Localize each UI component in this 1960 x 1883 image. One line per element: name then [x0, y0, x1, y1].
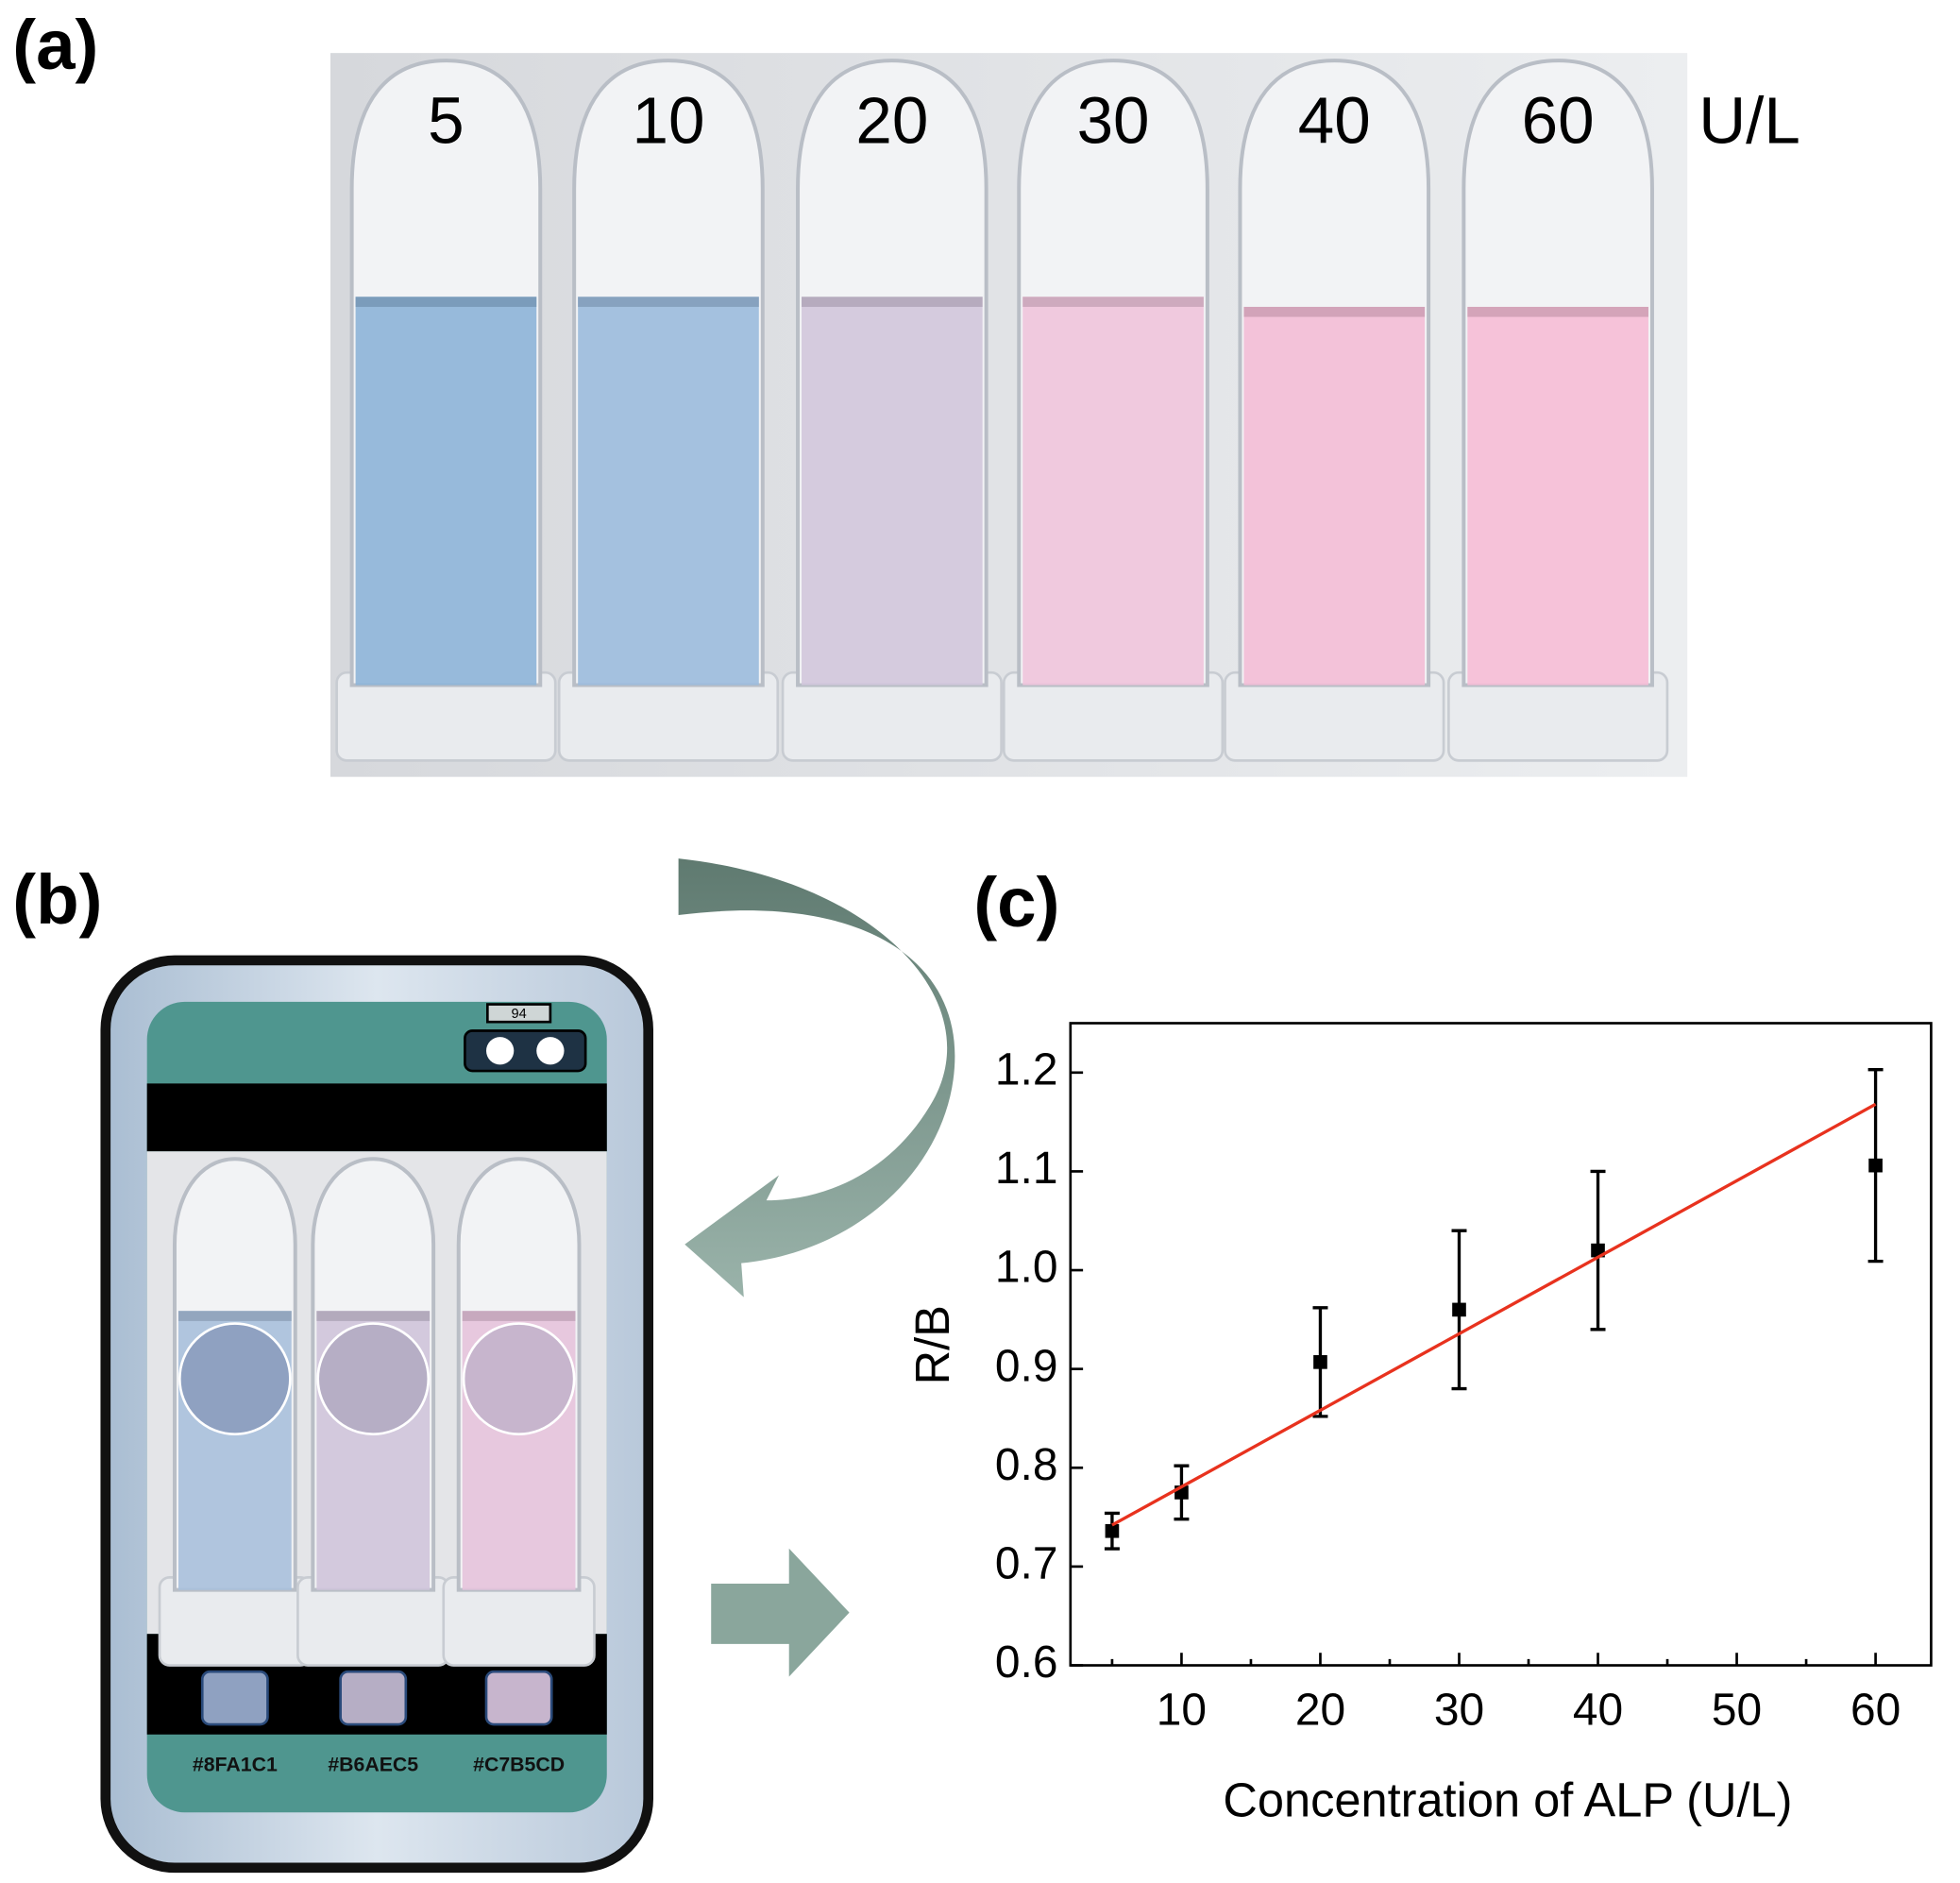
- x-tick-label: 30: [1434, 1686, 1484, 1736]
- x-tick-label: 60: [1850, 1686, 1901, 1736]
- liquid-surface: [355, 297, 537, 307]
- concentration-label: 20: [855, 84, 928, 158]
- liquid-surface: [177, 1311, 292, 1321]
- swatch: [200, 1670, 269, 1726]
- fit-line: [1111, 1102, 1877, 1527]
- lens: [536, 1037, 565, 1065]
- hex-code: #8FA1C1: [193, 1754, 278, 1776]
- unit-label: U/L: [1698, 84, 1800, 158]
- plot-frame: [1069, 1022, 1933, 1667]
- concentration-label: 5: [428, 84, 464, 158]
- x-tick-label: 40: [1573, 1686, 1623, 1736]
- x-axis-label: Concentration of ALP (U/L): [1223, 1773, 1792, 1826]
- hex-code: #B6AEC5: [328, 1754, 418, 1776]
- battery-level: 94: [511, 1007, 526, 1022]
- point: [1868, 1158, 1883, 1173]
- battery: [486, 1003, 552, 1024]
- y-tick-label: 0.6: [995, 1637, 1058, 1688]
- point: [1105, 1523, 1120, 1538]
- concentration-label: 40: [1298, 84, 1371, 158]
- y-tick-label: 0.9: [995, 1341, 1058, 1391]
- y-axis-label: R/B: [905, 1305, 959, 1384]
- x-tick-label: 10: [1157, 1686, 1207, 1736]
- sample-circle: [177, 1322, 292, 1435]
- point: [1452, 1302, 1466, 1317]
- liquid: [802, 297, 983, 686]
- liquid-surface: [1467, 306, 1648, 317]
- liquid-surface: [462, 1311, 576, 1321]
- y-tick-label: 1.0: [995, 1243, 1058, 1293]
- phone-tubes: #8FA1C1 #B6AEC5 #C7B5CD: [158, 1157, 596, 1776]
- liquid-surface: [578, 297, 759, 307]
- liquid: [355, 297, 537, 686]
- chart: R/B Concentration of ALP (U/L) 0.6 0.7 0.8…: [905, 1022, 1933, 1826]
- swatch: [339, 1670, 408, 1726]
- liquid-surface: [316, 1311, 431, 1321]
- y-tick-label: 0.7: [995, 1539, 1058, 1589]
- y-tick-label: 0.8: [995, 1440, 1058, 1490]
- hex-code: #C7B5CD: [473, 1754, 565, 1776]
- liquid-surface: [1022, 297, 1204, 307]
- camera: [464, 1029, 587, 1073]
- concentration-label: 30: [1077, 84, 1150, 158]
- liquid: [1022, 297, 1204, 686]
- panel-label: (c): [973, 863, 1059, 942]
- liquid-surface: [1243, 306, 1426, 317]
- swatch: [484, 1670, 553, 1726]
- liquid: [1243, 306, 1426, 686]
- arrow: [711, 1548, 850, 1677]
- x-tick-label: 20: [1295, 1686, 1345, 1736]
- photo-background: [329, 53, 1688, 777]
- y-tick-label: 1.2: [995, 1044, 1058, 1094]
- liquid-surface: [802, 297, 983, 307]
- lens: [486, 1037, 515, 1065]
- x-tick-label: 50: [1712, 1686, 1762, 1736]
- liquid: [578, 297, 759, 686]
- panel-label: (a): [12, 6, 98, 84]
- concentration-label: 60: [1522, 84, 1595, 158]
- sample-circle: [462, 1322, 576, 1435]
- point: [1313, 1355, 1327, 1369]
- concentration-label: 10: [632, 84, 704, 158]
- tubes: 5 10 20 30 40 60: [335, 59, 1669, 762]
- y-tick-label: 1.1: [995, 1144, 1058, 1194]
- sample-circle: [316, 1322, 431, 1435]
- liquid: [1467, 306, 1648, 686]
- screen-bar: [146, 1083, 607, 1152]
- panel-label: (b): [12, 860, 102, 939]
- curved-arrow: [678, 858, 955, 1298]
